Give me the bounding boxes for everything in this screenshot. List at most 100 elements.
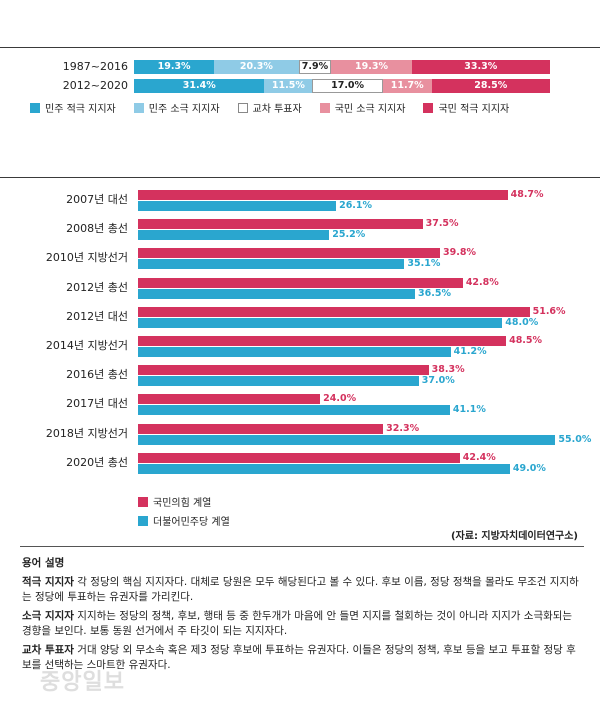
bar-dem <box>138 259 405 270</box>
stacked-segment: 31.4% <box>134 79 265 93</box>
legend-item: 교차 투표자 <box>237 100 302 115</box>
section2-rule <box>0 177 600 178</box>
bar-value-label: 37.5% <box>425 218 459 230</box>
term-label: 소극 지지자 <box>22 610 74 622</box>
stacked-segment: 11.5% <box>264 79 313 93</box>
legend-label: 민주 소극 지지자 <box>148 104 220 115</box>
terms-section: 용어 설명 적극 지지자 각 정당의 핵심 지지자다. 대체로 당원은 모두 해… <box>22 556 582 677</box>
legend-swatch <box>133 102 144 113</box>
stacked-bar-row: 31.4% 11.5% 17.0% 11.7% 28.5% <box>134 79 550 93</box>
bar-value-label: 48.5% <box>509 335 543 346</box>
legend-swatch <box>319 102 330 113</box>
bar-dem <box>138 434 556 445</box>
legend-swatch <box>237 102 248 113</box>
bar-value-label: 41.2% <box>453 346 487 357</box>
term-label: 교차 투표자 <box>22 644 74 656</box>
category-label: 2020년 총선 <box>66 455 128 469</box>
legend-item: 더불어민주당 계열 <box>138 513 230 528</box>
stacked-segment: 17.0% <box>312 79 383 93</box>
legend-label: 민주 적극 지지자 <box>45 104 116 115</box>
stacked-segment: 19.3% <box>134 60 215 74</box>
bar-dem <box>138 405 450 416</box>
bar-ppp <box>138 336 507 346</box>
stacked-segment: 11.7% <box>382 79 432 93</box>
term-desc: 각 정당의 핵심 지지자다. 대체로 당원은 모두 해당된다고 볼 수 있다. … <box>22 576 579 603</box>
source-note: (자료: 지방자치데이터연구소) <box>450 531 578 542</box>
stacked-segment: 19.3% <box>331 60 412 74</box>
bar-ppp <box>138 248 441 259</box>
bar-value-label: 25.2% <box>332 229 366 241</box>
stacked-segment: 20.3% <box>214 60 299 74</box>
term-item-swing: 교차 투표자 거대 양당 외 무소속 혹은 제3 정당 후보에 투표하는 유권자… <box>22 643 582 673</box>
term-desc: 거대 양당 외 무소속 혹은 제3 정당 후보에 투표하는 유권자다. 이들은 … <box>22 644 576 671</box>
bar-value-label: 48.0% <box>505 316 539 328</box>
bar-ppp <box>138 394 321 405</box>
stacked-bar-row: 19.3% 20.3% 7.9% 19.3% 33.3% <box>134 60 550 74</box>
bar-dem <box>138 347 451 357</box>
category-label: 2010년 지방선거 <box>45 251 128 265</box>
divider <box>20 546 584 547</box>
bar-dem <box>138 317 503 328</box>
bar-ppp <box>138 423 384 434</box>
legend-swatch <box>423 102 434 113</box>
category-label: 2007년 대선 <box>66 193 128 206</box>
bar-value-label: 49.0% <box>512 462 546 474</box>
legend-label: 국민 소극 지지자 <box>334 104 406 115</box>
legend-label: 더불어민주당 계열 <box>153 517 230 528</box>
bar-value-label: 32.3% <box>386 422 420 434</box>
bar-value-label: 55.0% <box>558 433 592 445</box>
bar-ppp <box>138 306 530 317</box>
bar-value-label: 37.0% <box>421 375 455 387</box>
bar-dem <box>138 288 415 299</box>
legend-swatch <box>30 102 40 113</box>
category-label: 2017년 대선 <box>66 397 128 411</box>
category-label: 2012년 대선 <box>66 309 128 323</box>
stacked-segment: 33.3% <box>411 60 550 74</box>
bar-value-label: 35.1% <box>407 258 441 270</box>
bar-ppp <box>138 190 508 200</box>
section2-header: 전국 횡단 분석, 역대 선거 유권자 추이 분석 <box>0 150 328 178</box>
bar-value-label: 41.1% <box>452 404 486 416</box>
section1-header: 전국 종단 분석, 유권자 지층 구조 <box>0 20 268 48</box>
bar-value-label: 36.5% <box>418 287 451 299</box>
bar-ppp <box>138 452 460 463</box>
category-label: 2016년 총선 <box>66 368 128 382</box>
legend-label: 교차 투표자 <box>252 104 302 115</box>
section1-rule <box>0 47 600 48</box>
bar-ppp <box>138 365 429 376</box>
legend-label: 국민 적극 지지자 <box>438 104 510 115</box>
legend-item: 국민 적극 지지자 <box>423 100 509 115</box>
bar-dem <box>138 201 337 211</box>
section1-title: 전국 종단 분석, 유권자 지층 구조 <box>24 26 198 41</box>
legend-label: 국민의힘 계열 <box>153 498 212 509</box>
term-item-passive: 소극 지지자 지지하는 정당의 정책, 후보, 행태 등 중 한두개가 마음에 … <box>22 609 582 639</box>
legend-item: 국민의힘 계열 <box>138 494 230 509</box>
legend-item: 국민 소극 지지자 <box>319 100 406 115</box>
category-label: 2008년 총선 <box>66 222 128 236</box>
stacked-segment: 7.9% <box>298 60 332 74</box>
legend-item: 민주 소극 지지자 <box>133 100 220 115</box>
bar-ppp <box>138 219 423 230</box>
legend-item: 민주 적극 지지자 <box>30 100 116 115</box>
legend-swatch <box>138 496 148 507</box>
stacked-segment: 28.5% <box>431 79 550 93</box>
bar-value-label: 48.7% <box>510 189 544 200</box>
category-label: 2012년 총선 <box>66 280 128 294</box>
bar-value-label: 42.4% <box>462 451 496 463</box>
category-label: 2014년 지방선거 <box>45 339 128 352</box>
bar-value-label: 38.3% <box>431 364 465 376</box>
bar-value-label: 26.1% <box>339 200 373 211</box>
stacked-row-label: 1987~2016 <box>62 60 128 73</box>
watermark-logo: 중앙일보 <box>40 670 125 695</box>
terms-heading: 용어 설명 <box>22 557 65 569</box>
stacked-chart-legend: 민주 적극 지지자 민주 소극 지지자 교차 투표자 국민 소극 지지자 국민 적극 지… <box>30 100 527 115</box>
legend-swatch <box>138 515 148 526</box>
bar-value-label: 51.6% <box>532 305 566 317</box>
bar-dem <box>138 376 419 387</box>
term-desc: 지지하는 정당의 정책, 후보, 행태 등 중 한두개가 마음에 안 들면 지지… <box>22 610 573 637</box>
bar-value-label: 39.8% <box>443 247 477 259</box>
term-label: 적극 지지자 <box>22 576 74 588</box>
bar-ppp <box>138 277 463 288</box>
